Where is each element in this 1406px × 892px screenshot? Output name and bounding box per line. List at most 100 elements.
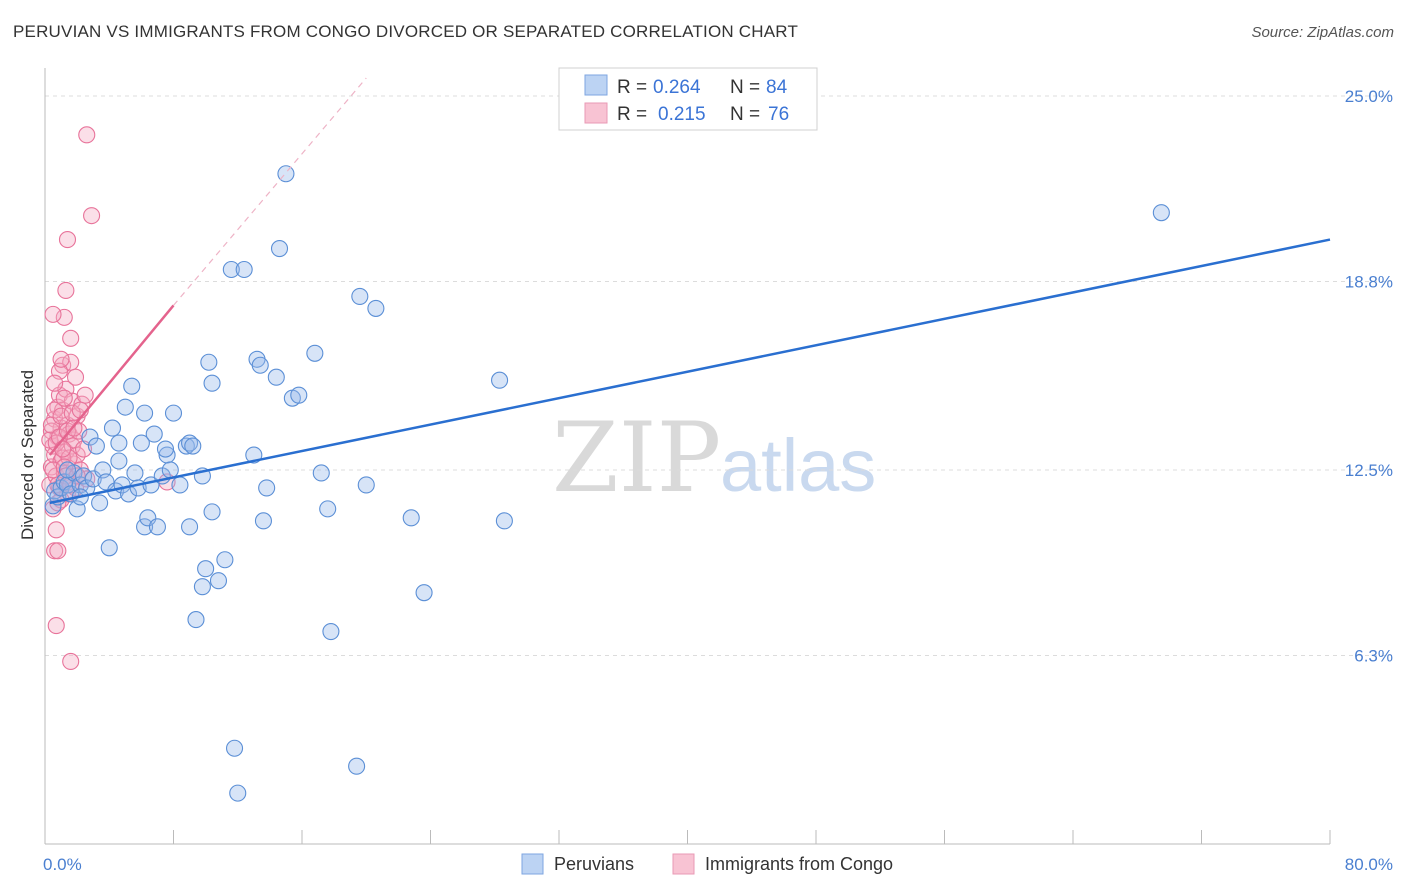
watermark-atlas: atlas: [720, 424, 876, 507]
peruvians-point: [495, 512, 513, 530]
peruvians-point: [254, 512, 273, 530]
axes: [44, 68, 1331, 845]
grid: [45, 95, 1392, 656]
legend-r-value: 0.215: [658, 104, 706, 125]
peruvians-point: [91, 494, 109, 512]
legend-n-value: 76: [768, 104, 789, 125]
peruvians-point: [193, 578, 211, 596]
congo-point: [55, 308, 73, 326]
peruvians-point: [116, 398, 134, 416]
peruvians-point: [402, 509, 420, 527]
congo-trend-extension: [173, 77, 367, 306]
peruvians-point: [267, 368, 285, 386]
congo-point: [52, 350, 70, 368]
peruvians-point: [103, 419, 122, 437]
peruvians-point: [132, 434, 150, 452]
congo-point: [54, 440, 72, 458]
bottom-legend: Peruvians Immigrants from Congo: [521, 853, 893, 875]
peruvians-point: [203, 503, 221, 521]
peruvians-point: [181, 518, 199, 536]
peruvians-point: [357, 476, 375, 494]
trend-lines: [48, 77, 1331, 505]
legend-r-value: 0.264: [653, 77, 701, 98]
peruvians-point: [319, 500, 337, 518]
congo-point: [78, 126, 96, 144]
congo-point: [44, 305, 62, 323]
peruvians-point: [145, 425, 163, 443]
y-tick-label: 6.3%: [1354, 646, 1393, 665]
peruvians-point: [58, 461, 77, 479]
peruvians-point: [290, 386, 308, 404]
peruvians-point: [181, 434, 199, 452]
peruvians-point: [87, 437, 105, 455]
legend-r-label: R =: [617, 104, 647, 125]
peruvians-point: [177, 437, 195, 455]
peruvians-point: [203, 374, 221, 392]
y-tick-label: 18.8%: [1345, 272, 1393, 291]
bottom-legend-peruvians: Peruvians: [554, 854, 634, 874]
congo-point: [47, 521, 65, 539]
peruvians-point: [161, 461, 179, 479]
peruvians-point: [351, 287, 369, 305]
legend-swatch-congo: [584, 102, 608, 124]
chart-title: PERUVIAN VS IMMIGRANTS FROM CONGO DIVORC…: [13, 22, 799, 41]
peruvians-point: [200, 353, 218, 371]
legend-n-label: N =: [730, 104, 760, 125]
congo-point: [58, 231, 77, 249]
peruvians-point: [251, 356, 269, 374]
peruvians-point: [312, 464, 330, 482]
congo-point: [83, 207, 101, 225]
congo-point: [52, 407, 70, 425]
peruvians-point: [184, 437, 202, 455]
peruvians-point: [258, 479, 276, 497]
legend-n-label: N =: [730, 77, 760, 98]
congo-point: [66, 368, 85, 386]
legend-swatch-peruvians: [584, 74, 608, 96]
congo-trend-line: [48, 304, 175, 456]
y-tick-labels: 6.3% 12.5% 18.8% 25.0%: [1345, 87, 1393, 666]
bottom-legend-swatch-peruvians: [521, 853, 544, 875]
peruvians-point: [209, 572, 228, 590]
watermark: ZIP atlas: [552, 402, 876, 514]
legend-box: R = 0.264 N = 84 R = 0.215 N = 76: [558, 67, 818, 131]
bottom-legend-congo: Immigrants from Congo: [705, 854, 893, 874]
peruvians-point: [100, 539, 118, 557]
legend-n-value: 84: [766, 77, 788, 98]
peruvians-point: [322, 623, 340, 641]
watermark-zip: ZIP: [552, 402, 721, 514]
congo-point: [62, 329, 80, 347]
peruvians-point: [81, 428, 99, 446]
x-tick-label: 80.0%: [1345, 855, 1393, 874]
peruvians-point: [110, 452, 128, 470]
peruvians-point: [123, 377, 141, 395]
peruvians-point: [270, 240, 289, 258]
peruvians-trend-line: [49, 238, 1331, 505]
congo-point: [47, 617, 65, 635]
peruvians-point: [136, 518, 154, 536]
peruvians-point: [164, 404, 183, 422]
y-tick-label: 25.0%: [1345, 87, 1393, 106]
y-axis-label: Divorced or Separated: [18, 370, 37, 540]
peruvians-point: [126, 464, 144, 482]
peruvians-point: [197, 560, 215, 578]
peruvians-point: [225, 739, 244, 757]
peruvians-point: [491, 371, 509, 389]
peruvians-point: [1152, 204, 1170, 222]
peruvians-point: [136, 404, 154, 422]
peruvians-point: [222, 260, 240, 279]
peruvians-point: [367, 299, 385, 317]
x-tick-labels: 0.0% 80.0%: [43, 855, 1393, 874]
series-congo-points: [41, 126, 176, 671]
congo-point: [62, 652, 80, 671]
peruvians-point: [187, 611, 205, 629]
peruvians-point: [216, 551, 234, 569]
bottom-legend-swatch-congo: [672, 853, 695, 875]
congo-point: [49, 542, 67, 560]
congo-point: [46, 374, 64, 392]
peruvians-point: [156, 440, 175, 458]
peruvians-point: [171, 476, 189, 494]
peruvians-point: [235, 260, 253, 279]
series-peruvians-points: [44, 165, 1170, 802]
x-tick-label: 0.0%: [43, 855, 82, 874]
peruvians-point: [348, 757, 366, 775]
